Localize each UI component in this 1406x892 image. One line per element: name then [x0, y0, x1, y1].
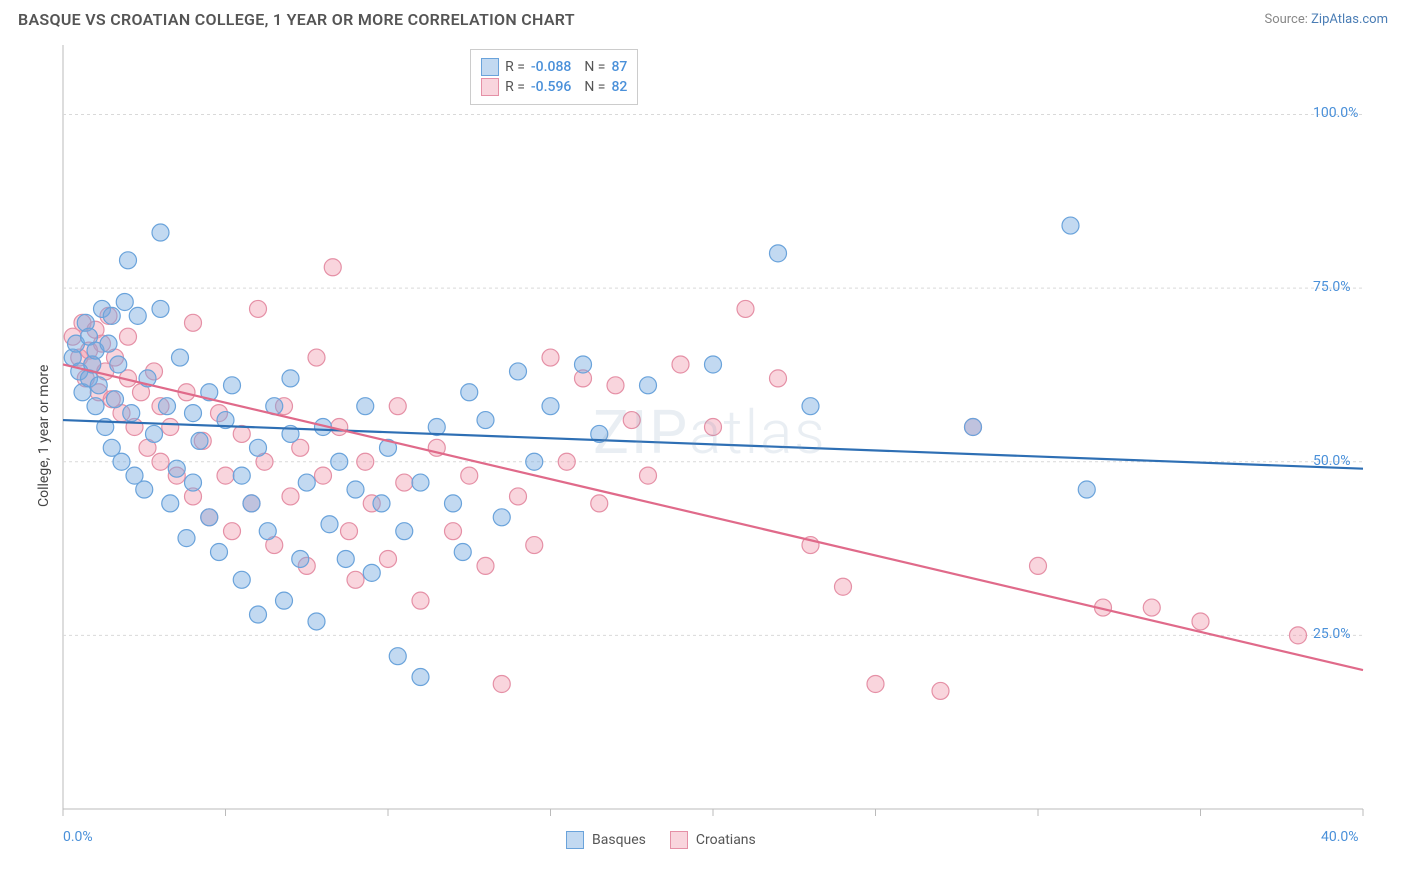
series-legend-item: Basques — [566, 831, 646, 849]
legend-swatch — [481, 58, 499, 76]
legend-n-value: 82 — [611, 79, 627, 95]
series-croatians — [64, 259, 1306, 700]
legend-label: Croatians — [696, 832, 756, 848]
y-tick-label: 100.0% — [1313, 105, 1358, 121]
source-link[interactable]: ZipAtlas.com — [1311, 12, 1388, 27]
legend-r-label: R = — [505, 79, 525, 95]
chart-area: R = -0.088 N = 87R = -0.596 N = 82 Basqu… — [18, 35, 1388, 855]
legend-swatch — [670, 831, 688, 849]
legend-label: Basques — [592, 832, 646, 848]
series-basques — [64, 217, 1095, 685]
chart-source: Source: ZipAtlas.com — [1264, 12, 1388, 27]
legend-row-croatians: R = -0.596 N = 82 — [481, 78, 627, 96]
legend-swatch — [481, 78, 499, 96]
legend-r-value: -0.088 — [531, 59, 571, 75]
y-tick-label: 25.0% — [1313, 626, 1351, 642]
legend-swatch — [566, 831, 584, 849]
chart-title: BASQUE VS CROATIAN COLLEGE, 1 YEAR OR MO… — [18, 10, 575, 29]
x-tick-label: 40.0% — [1321, 829, 1359, 845]
chart-header: BASQUE VS CROATIAN COLLEGE, 1 YEAR OR MO… — [0, 0, 1406, 35]
series-legend: Basques Croatians — [566, 831, 756, 849]
y-tick-label: 75.0% — [1313, 279, 1351, 295]
y-tick-label: 50.0% — [1313, 453, 1351, 469]
legend-n-label: N = — [577, 59, 605, 75]
legend-n-value: 87 — [611, 59, 627, 75]
series-legend-item: Croatians — [670, 831, 756, 849]
legend-r-label: R = — [505, 59, 525, 75]
legend-r-value: -0.596 — [531, 79, 571, 95]
regression-line-croatians — [63, 364, 1363, 670]
scatter-plot-svg — [18, 35, 1388, 855]
legend-n-label: N = — [577, 79, 605, 95]
correlation-legend-box: R = -0.088 N = 87R = -0.596 N = 82 — [470, 49, 638, 105]
legend-row-basques: R = -0.088 N = 87 — [481, 58, 627, 76]
x-tick-label: 0.0% — [63, 829, 93, 845]
y-axis-title: College, 1 year or more — [36, 365, 52, 507]
